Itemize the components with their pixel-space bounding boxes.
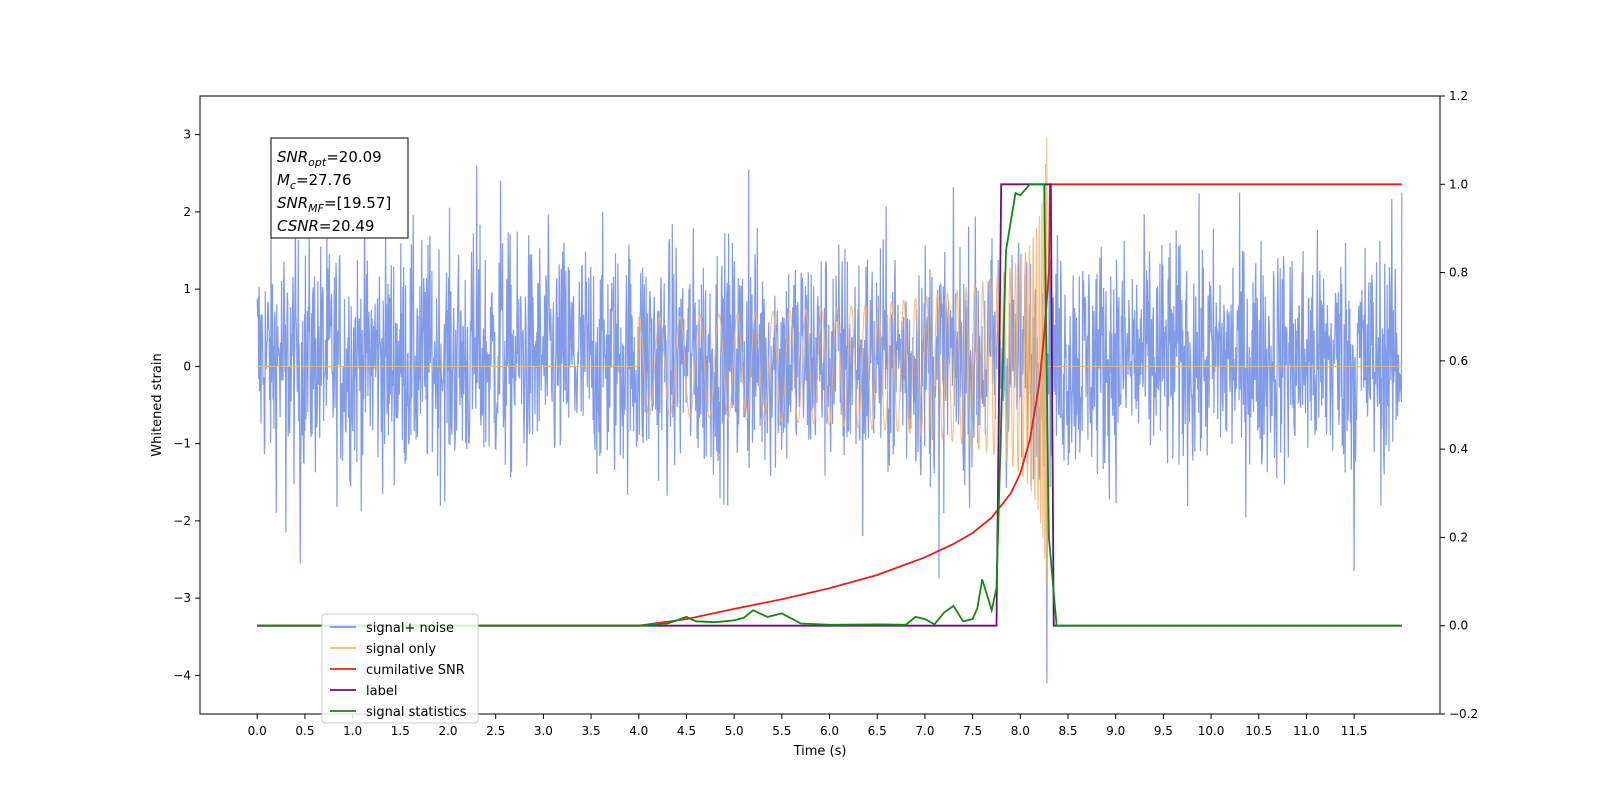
y-tick-label: 1 — [183, 282, 191, 296]
x-tick-label: 1.0 — [343, 724, 362, 738]
annotation-line: SNRopt=20.09 — [277, 148, 382, 169]
annotation-line: Mc=27.76 — [277, 171, 352, 192]
annotation-box: SNRopt=20.09Mc=27.76SNRMF=[19.57]CSNR=20… — [270, 137, 409, 239]
annotation-subscript: c — [290, 179, 296, 192]
x-tick-label: 2.5 — [486, 724, 505, 738]
x-tick-label: 6.0 — [820, 724, 839, 738]
x-tick-label: 5.5 — [772, 724, 791, 738]
y-tick-label: 2 — [183, 205, 191, 219]
series-line-signal-statistics — [257, 183, 1402, 627]
x-axis-ticks: 0.0 0.5 1.0 1.5 2.0 2.5 3.0 3.5 4.0 4.5 5.0 5.5 6.0 6… — [248, 714, 1368, 738]
annotation-lines: SNRopt=20.09Mc=27.76SNRMF=[19.57]CSNR=20… — [277, 148, 391, 235]
x-tick-label: 7.5 — [963, 724, 982, 738]
series-line-signal-noise — [256, 165, 1403, 684]
x-tick-label: 5.0 — [725, 724, 744, 738]
y2-tick-label: 1.2 — [1449, 89, 1468, 103]
x-tick-label: 1.5 — [391, 724, 410, 738]
annotation-frame — [270, 137, 409, 239]
y2-tick-label: 0.8 — [1449, 266, 1468, 280]
annotation-subscript: MF — [308, 202, 324, 215]
x-tick-label: 4.5 — [677, 724, 696, 738]
annotation-line: CSNR=20.49 — [277, 217, 374, 235]
x-tick-label: 9.5 — [1154, 724, 1173, 738]
series-line-cumilative-SNR — [257, 183, 1402, 627]
legend: signal+ noise signal only cumilative SNR la… — [321, 613, 479, 724]
y2-tick-label: 0.2 — [1449, 530, 1468, 544]
y-tick-label: −4 — [173, 668, 191, 682]
x-axis-label: Time (s) — [793, 744, 847, 759]
y2-tick-label: 0.0 — [1449, 619, 1468, 633]
annotation-symbol: M — [277, 171, 290, 189]
x-tick-label: 4.0 — [629, 724, 648, 738]
y2-axis-ticks: 1.2 1.0 0.8 0.6 0.4 0.2 0.0 −0.2 — [1440, 89, 1478, 721]
y-tick-label: −2 — [173, 514, 191, 528]
y2-tick-label: 1.0 — [1449, 177, 1468, 191]
x-tick-label: 10.0 — [1198, 724, 1225, 738]
legend-label: signal only — [366, 642, 436, 657]
x-tick-label: 0.0 — [248, 724, 267, 738]
x-tick-label: 2.0 — [438, 724, 457, 738]
y-axis-ticks: 3 2 1 0 −1 −2 −3 −4 — [173, 128, 200, 682]
x-tick-label: 3.0 — [534, 724, 553, 738]
legend-items: signal+ noise signal only cumilative SNR la… — [330, 621, 467, 720]
x-tick-label: 6.5 — [868, 724, 887, 738]
y-tick-label: −3 — [173, 591, 191, 605]
x-tick-label: 0.5 — [295, 724, 314, 738]
y-tick-label: 3 — [183, 128, 191, 142]
x-tick-label: 11.0 — [1293, 724, 1320, 738]
y2-tick-label: −0.2 — [1449, 707, 1478, 721]
annotation-value: =20.49 — [319, 217, 375, 235]
y2-tick-label: 0.6 — [1449, 354, 1468, 368]
annotation-symbol: SNR — [277, 194, 308, 212]
x-tick-label: 8.5 — [1058, 724, 1077, 738]
x-tick-label: 9.0 — [1106, 724, 1125, 738]
x-tick-label: 3.5 — [582, 724, 601, 738]
annotation-value: =27.76 — [296, 171, 352, 189]
annotation-line: SNRMF=[19.57] — [277, 194, 391, 215]
legend-frame — [321, 613, 479, 724]
legend-label: label — [366, 684, 397, 699]
annotation-value: =20.09 — [326, 148, 382, 166]
x-tick-label: 10.5 — [1245, 724, 1272, 738]
y-axis-label: Whitened strain — [150, 353, 165, 456]
series-layer — [256, 137, 1403, 684]
x-tick-label: 7.0 — [915, 724, 934, 738]
legend-label: signal+ noise — [366, 621, 454, 636]
annotation-subscript: opt — [308, 156, 327, 169]
annotation-symbol: CSNR — [277, 217, 319, 235]
series-line-signal-only — [257, 137, 1402, 587]
plot-frame — [199, 95, 1441, 715]
y-tick-label: 0 — [183, 359, 191, 373]
annotation-symbol: SNR — [277, 148, 308, 166]
y2-tick-label: 0.4 — [1449, 442, 1468, 456]
x-tick-label: 11.5 — [1341, 724, 1368, 738]
x-tick-label: 8.0 — [1011, 724, 1030, 738]
legend-label: cumilative SNR — [366, 663, 465, 678]
annotation-value: =[19.57] — [324, 194, 391, 212]
legend-label: signal statistics — [366, 705, 467, 720]
y-tick-label: −1 — [173, 437, 191, 451]
